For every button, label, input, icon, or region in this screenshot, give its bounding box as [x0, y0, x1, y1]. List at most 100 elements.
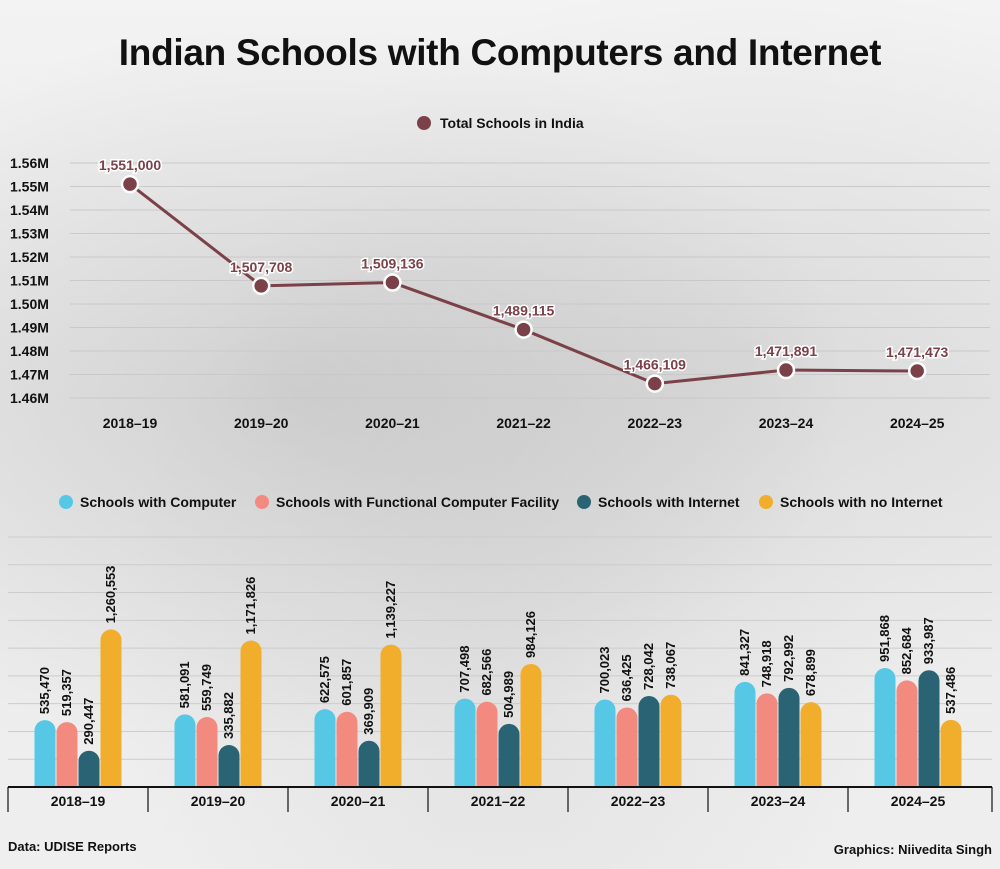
line-legend-marker [417, 116, 431, 130]
line-point [645, 374, 665, 393]
bar-data-label: 369,909 [361, 688, 376, 735]
bar-data-label: 984,126 [523, 611, 538, 658]
bar-data-label: 852,684 [899, 627, 914, 675]
bar [520, 663, 542, 787]
bar-data-label: 504,989 [501, 671, 516, 718]
line-ytick-label: 1.53M [10, 226, 49, 242]
bar-data-label: 933,987 [921, 617, 936, 664]
line-data-label: 1,489,115 [493, 303, 555, 319]
bar-data-label: 537,486 [943, 667, 958, 714]
bar-data-label: 707,498 [457, 646, 472, 693]
bar-data-label: 792,992 [781, 635, 796, 682]
bar [174, 714, 196, 787]
line-point [251, 276, 271, 296]
line-ytick-label: 1.46M [10, 390, 49, 406]
bar-legend-label: Schools with no Internet [780, 494, 943, 510]
bar [100, 629, 122, 787]
bar [78, 750, 100, 787]
bar-legend-marker [59, 495, 73, 509]
bar [196, 717, 218, 787]
line-point [514, 320, 533, 339]
bar-xtick-label: 2020–21 [331, 793, 386, 809]
line-legend-label: Total Schools in India [440, 115, 584, 131]
line-data-label: 1,471,891 [755, 343, 817, 359]
bar [756, 693, 778, 787]
bar-legend-marker [577, 495, 591, 509]
bar [498, 723, 520, 787]
bar-data-label: 682,566 [479, 649, 494, 696]
bar [660, 694, 682, 787]
bar-data-label: 728,042 [641, 643, 656, 690]
bar-xtick-label: 2019–20 [191, 793, 246, 809]
bar-data-label: 290,447 [81, 698, 96, 745]
bar [336, 711, 358, 787]
line-data-label: 1,509,136 [361, 256, 423, 272]
chart-title: Indian Schools with Computers and Intern… [118, 32, 882, 73]
line-ytick-label: 1.54M [10, 202, 49, 218]
bar-data-label: 748,918 [759, 640, 774, 687]
bar [778, 687, 800, 787]
line-xtick-label: 2020–21 [365, 415, 420, 431]
bar-xtick-label: 2024–25 [891, 793, 946, 809]
bar [218, 745, 240, 787]
bar [380, 644, 402, 787]
line-point [907, 361, 927, 381]
bar-data-label: 678,899 [803, 649, 818, 696]
line-xtick-label: 2021–22 [496, 415, 551, 431]
bar [940, 719, 962, 787]
line-point [383, 273, 402, 292]
bar [594, 699, 616, 787]
line-point [120, 174, 140, 194]
bar-data-label: 622,575 [317, 656, 332, 703]
bar-data-label: 335,882 [221, 692, 236, 739]
line-data-label: 1,507,708 [230, 259, 292, 275]
line-ytick-label: 1.48M [10, 343, 49, 359]
bar-xtick-label: 2021–22 [471, 793, 526, 809]
bar-xtick-label: 2022–23 [611, 793, 666, 809]
bar-data-label: 951,868 [877, 615, 892, 662]
line-xtick-label: 2019–20 [234, 415, 289, 431]
graphics-credit: Graphics: Niivedita Singh [833, 842, 992, 857]
bar [734, 681, 756, 787]
bar-legend-label: Schools with Internet [598, 494, 740, 510]
line-ytick-label: 1.49M [10, 320, 49, 336]
bar-data-label: 636,425 [619, 654, 634, 701]
bar-data-label: 1,139,227 [383, 581, 398, 639]
line-xtick-label: 2022–23 [628, 415, 683, 431]
bar-data-label: 841,327 [737, 629, 752, 676]
bar [874, 668, 896, 787]
bar-xtick-label: 2023–24 [751, 793, 806, 809]
bar-data-label: 519,357 [59, 669, 74, 716]
bar-data-label: 700,023 [597, 646, 612, 693]
bar [918, 670, 940, 787]
bar [896, 680, 918, 787]
bar-data-label: 559,749 [199, 664, 214, 711]
bar-xtick-label: 2018–19 [51, 793, 106, 809]
bar-data-label: 601,857 [339, 659, 354, 706]
bar-data-label: 535,470 [37, 667, 52, 714]
bar [240, 640, 262, 787]
bar-data-label: 738,067 [663, 642, 678, 689]
line-xtick-label: 2024–25 [890, 415, 945, 431]
bar-legend-label: Schools with Computer [80, 494, 237, 510]
bar [56, 722, 78, 787]
bar-legend-label: Schools with Functional Computer Facilit… [276, 494, 559, 510]
line-ytick-label: 1.51M [10, 273, 49, 289]
line-data-label: 1,471,473 [886, 344, 948, 360]
line-ytick-label: 1.56M [10, 155, 49, 171]
line-ytick-label: 1.55M [10, 179, 49, 195]
bar [34, 720, 56, 787]
bar [454, 698, 476, 787]
bar [476, 701, 498, 787]
bar-data-label: 581,091 [177, 661, 192, 708]
line-ytick-label: 1.50M [10, 296, 49, 312]
line-xtick-label: 2018–19 [103, 415, 158, 431]
bar-legend-marker [759, 495, 773, 509]
bar-data-label: 1,260,553 [103, 566, 118, 624]
bar-data-label: 1,171,826 [243, 577, 258, 635]
bar [358, 740, 380, 787]
data-source: Data: UDISE Reports [8, 839, 137, 854]
bar-legend-marker [255, 495, 269, 509]
